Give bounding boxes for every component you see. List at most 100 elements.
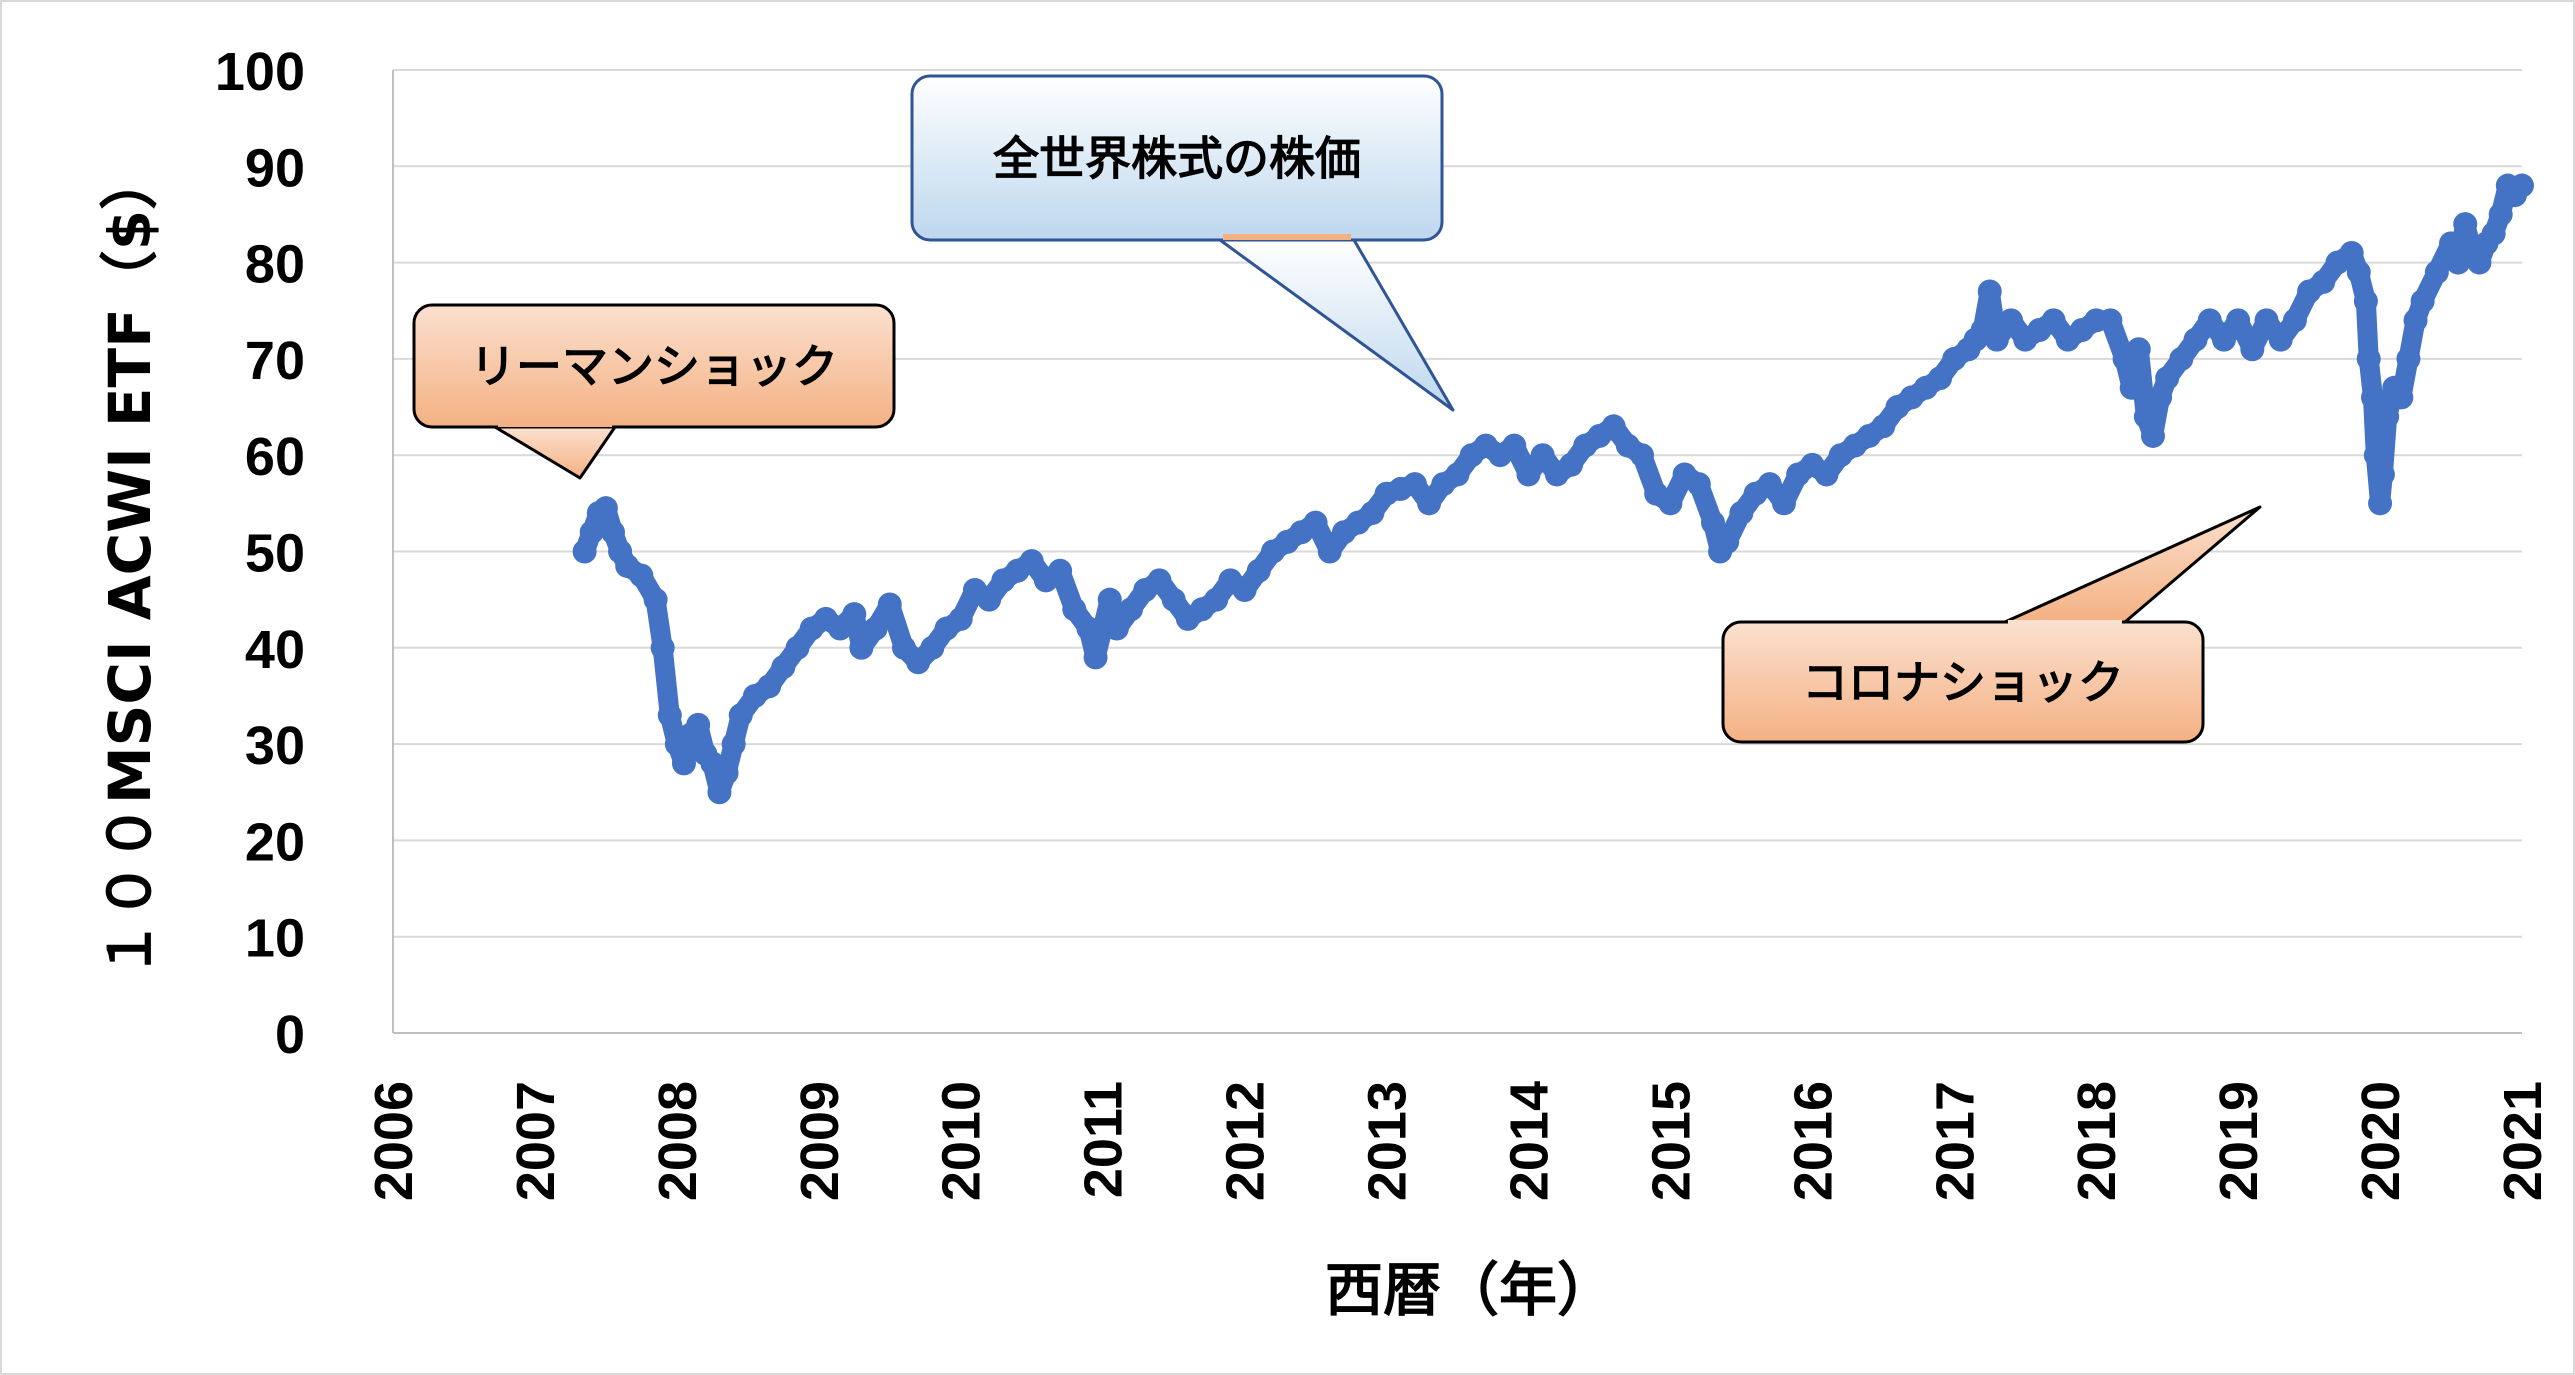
data-point <box>2346 260 2371 285</box>
data-point <box>2467 250 2492 275</box>
data-point <box>771 655 796 680</box>
y-tick-label: 40 <box>245 620 305 680</box>
data-point <box>2368 491 2393 516</box>
y-axis-title: １００MSCI ACWI ETF（$） <box>96 152 164 978</box>
data-point <box>1147 568 1172 593</box>
data-point <box>1530 443 1555 468</box>
data-point <box>714 760 739 785</box>
y-tick-label: 60 <box>245 427 305 487</box>
data-point <box>2424 260 2449 285</box>
data-point <box>1999 308 2024 333</box>
data-point <box>2488 202 2513 227</box>
y-tick-label: 10 <box>245 909 305 969</box>
callout: 全世界株式の株価 <box>910 74 1455 412</box>
data-point <box>2510 173 2534 198</box>
data-point <box>2254 308 2279 333</box>
data-point <box>1303 510 1328 535</box>
data-point <box>643 587 668 612</box>
data-point <box>600 520 625 545</box>
data-point <box>2360 385 2385 410</box>
data-point <box>2183 327 2208 352</box>
data-point <box>579 520 604 545</box>
x-tick-label: 2011 <box>1074 1081 1134 1198</box>
data-point <box>2439 231 2464 256</box>
data-point <box>1700 510 1725 535</box>
data-point <box>1977 279 2002 304</box>
data-point <box>1417 491 1442 516</box>
data-point <box>2197 308 2222 333</box>
callout-label: リーマンショック <box>470 340 838 394</box>
data-point <box>785 635 810 660</box>
callout-label: コロナショック <box>1802 656 2124 710</box>
tick-labels: 0 10 20 30 40 50 60 70 80 90 100 2006 2007 2008 2009 20… <box>215 42 2553 1201</box>
axes <box>392 70 2522 1034</box>
x-tick-label: 2012 <box>1216 1081 1276 1201</box>
data-point <box>2041 308 2066 333</box>
data-point <box>2453 212 2478 237</box>
data-point <box>877 592 902 617</box>
data-point <box>2311 269 2336 294</box>
y-tick-label: 80 <box>245 235 305 295</box>
data-point <box>657 703 682 728</box>
data-point <box>629 563 654 588</box>
y-tick-label: 70 <box>245 331 305 391</box>
data-point <box>1097 587 1122 612</box>
x-tick-label: 2018 <box>2067 1081 2127 1201</box>
data-point <box>2148 385 2173 410</box>
data-point <box>671 751 696 776</box>
data-point <box>920 635 945 660</box>
data-point <box>2098 308 2123 333</box>
data-point <box>2389 385 2414 410</box>
data-point <box>2356 346 2381 371</box>
gridlines <box>393 69 2522 938</box>
x-tick-label: 2021 <box>2493 1081 2553 1201</box>
y-tick-label: 20 <box>245 812 305 872</box>
data-point <box>2282 308 2307 333</box>
data-point <box>2375 404 2400 429</box>
data-point <box>842 602 867 627</box>
data-point <box>1161 587 1186 612</box>
data-point <box>1119 597 1144 622</box>
data-point <box>1559 452 1584 477</box>
data-point <box>1729 500 1754 525</box>
y-tick-label: 100 <box>215 42 305 102</box>
data-point <box>2410 289 2435 314</box>
data-point <box>1814 462 1839 487</box>
x-tick-label: 2008 <box>648 1081 708 1201</box>
x-tick-label: 2007 <box>506 1081 566 1201</box>
data-point <box>1402 472 1427 497</box>
data-point <box>686 712 711 737</box>
data-point <box>2133 404 2158 429</box>
data-point <box>2126 337 2151 362</box>
x-tick-label: 2017 <box>1925 1081 1985 1201</box>
data-point <box>2370 462 2395 487</box>
x-axis-title: 西暦（年） <box>1325 1256 1615 1324</box>
data-point <box>1686 472 1711 497</box>
data-point <box>2240 337 2265 362</box>
y-tick-label: 50 <box>245 524 305 584</box>
y-tick-label: 0 <box>275 1005 305 1065</box>
data-point <box>849 635 874 660</box>
callout-box <box>412 303 896 429</box>
data-point <box>977 587 1002 612</box>
data-point <box>948 606 973 631</box>
data-point <box>1360 500 1385 525</box>
data-point <box>2119 375 2144 400</box>
data-point <box>721 732 746 757</box>
y-tick-label: 90 <box>245 138 305 198</box>
callout-box <box>1721 620 2205 744</box>
data-point <box>1984 327 2009 352</box>
callout: コロナショック <box>1721 505 2262 744</box>
data-point <box>2339 240 2364 265</box>
x-tick-label: 2006 <box>364 1081 424 1201</box>
data-point <box>2353 289 2378 314</box>
data-point <box>2211 327 2236 352</box>
data-point <box>1771 491 1796 516</box>
x-tick-label: 2010 <box>932 1081 992 1201</box>
x-tick-label: 2015 <box>1641 1081 1701 1201</box>
data-point <box>1019 549 1044 574</box>
callout-box <box>910 74 1444 242</box>
data-point <box>1204 587 1229 612</box>
x-tick-label: 2016 <box>1783 1081 1843 1201</box>
